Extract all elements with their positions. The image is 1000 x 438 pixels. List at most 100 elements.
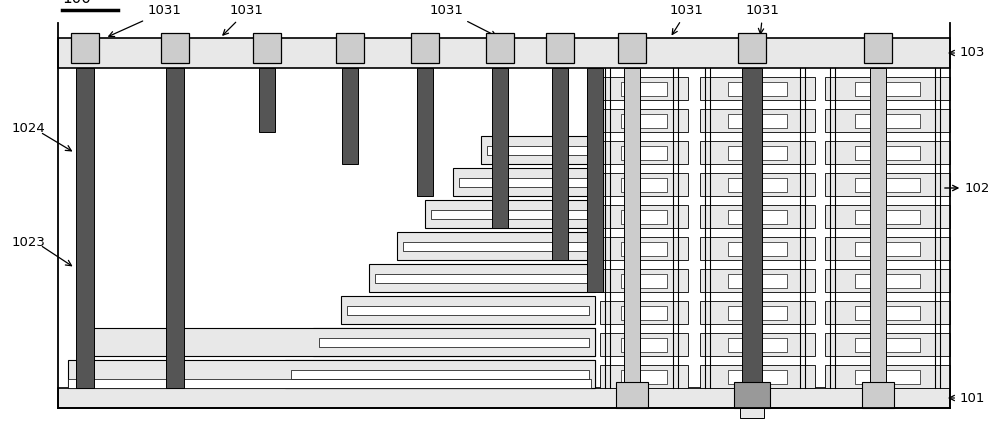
Bar [700, 301, 815, 324]
Bar [700, 109, 815, 132]
Text: 101: 101 [949, 392, 985, 405]
Bar [600, 205, 688, 228]
Bar [855, 146, 920, 159]
Bar [552, 68, 568, 260]
Bar [621, 178, 667, 191]
Bar [825, 141, 950, 164]
Bar [700, 237, 815, 260]
Bar [68, 360, 595, 388]
Text: 1024: 1024 [12, 121, 46, 134]
Bar [487, 146, 589, 155]
Bar [855, 370, 920, 384]
Bar [375, 274, 589, 283]
Bar [700, 77, 815, 100]
Bar [71, 33, 99, 63]
Bar [864, 33, 892, 63]
Bar [425, 200, 595, 228]
Bar [728, 338, 787, 352]
Text: 103: 103 [949, 46, 985, 60]
Bar [618, 33, 646, 63]
Bar [855, 178, 920, 191]
Bar [700, 173, 815, 196]
Bar [728, 370, 787, 384]
Bar [700, 365, 815, 388]
Text: 1031: 1031 [430, 4, 496, 36]
Bar [336, 33, 364, 63]
Bar [76, 68, 94, 388]
Bar [546, 33, 574, 63]
Text: 1031: 1031 [670, 4, 704, 35]
Bar [616, 382, 648, 408]
Bar [313, 328, 595, 356]
Bar [855, 338, 920, 352]
Text: 1031: 1031 [109, 4, 182, 36]
Bar [621, 242, 667, 255]
Bar [486, 33, 514, 63]
Bar [621, 114, 667, 127]
Bar [700, 141, 815, 164]
Bar [862, 382, 894, 408]
Bar [621, 338, 667, 352]
Bar [600, 77, 688, 100]
Bar [728, 274, 787, 287]
Bar [253, 33, 281, 63]
Bar [621, 370, 667, 384]
Bar [431, 210, 589, 219]
Text: 1023: 1023 [12, 237, 46, 250]
Bar [369, 264, 595, 292]
Bar [621, 306, 667, 319]
Bar [728, 210, 787, 223]
Bar [459, 178, 589, 187]
Bar [341, 296, 595, 324]
Bar [728, 82, 787, 95]
Bar [621, 274, 667, 287]
Text: 1031: 1031 [223, 4, 264, 35]
Bar [319, 338, 589, 347]
Bar [825, 301, 950, 324]
Bar [728, 242, 787, 255]
Bar [621, 146, 667, 159]
Bar [166, 68, 184, 388]
Text: 100: 100 [62, 0, 91, 6]
Bar [728, 178, 787, 191]
Text: 102: 102 [945, 181, 990, 194]
Bar [825, 237, 950, 260]
Bar [825, 205, 950, 228]
Bar [161, 33, 189, 63]
Bar [481, 136, 595, 164]
Bar [600, 269, 688, 292]
Bar [587, 68, 603, 292]
Bar [825, 269, 950, 292]
Bar [403, 242, 589, 251]
Bar [259, 68, 275, 132]
Bar [728, 306, 787, 319]
Bar [621, 82, 667, 95]
Bar [700, 269, 815, 292]
Bar [700, 333, 815, 356]
Bar [68, 379, 591, 388]
Bar [738, 33, 766, 63]
Bar [742, 68, 762, 388]
Bar [621, 210, 667, 223]
Bar [825, 77, 950, 100]
Bar [870, 68, 886, 388]
Bar [600, 365, 688, 388]
Text: 1031: 1031 [746, 4, 780, 34]
Bar [855, 242, 920, 255]
Bar [825, 333, 950, 356]
Bar [855, 114, 920, 127]
Bar [417, 68, 433, 196]
Bar [600, 333, 688, 356]
Bar [600, 141, 688, 164]
Bar [453, 168, 595, 196]
Bar [397, 232, 595, 260]
Bar [728, 114, 787, 127]
Bar [411, 33, 439, 63]
Bar [600, 109, 688, 132]
Bar [624, 68, 640, 388]
Bar [728, 146, 787, 159]
Bar [855, 274, 920, 287]
Bar [855, 210, 920, 223]
Bar [342, 68, 358, 164]
Bar [285, 360, 595, 388]
